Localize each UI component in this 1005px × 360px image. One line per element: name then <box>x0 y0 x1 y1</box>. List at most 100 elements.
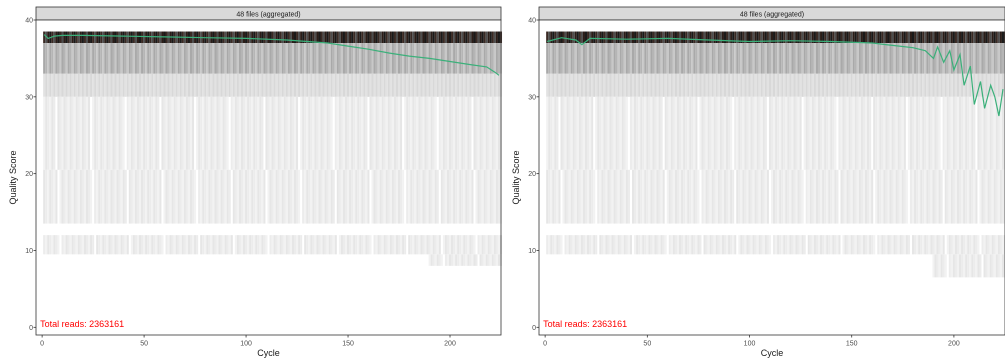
heatmap-cell <box>283 43 286 74</box>
heatmap-cell <box>85 43 89 74</box>
heatmap-cell <box>736 169 739 224</box>
heatmap-cell <box>952 73 955 97</box>
heatmap-cell <box>316 96 319 170</box>
heatmap-cell <box>63 96 66 170</box>
mean-quality-line <box>43 34 500 76</box>
heatmap-cell <box>324 96 327 170</box>
heatmap-cell <box>381 169 384 224</box>
heatmap-cell <box>240 235 244 255</box>
heatmap-cell <box>371 43 374 74</box>
heatmap-cell <box>269 235 272 255</box>
heatmap-cell <box>717 169 720 224</box>
heatmap-cell <box>920 73 923 97</box>
heatmap-cell <box>185 73 188 97</box>
heatmap-cell <box>685 43 688 74</box>
heatmap-cell <box>734 31 737 44</box>
heatmap-cell <box>679 169 682 224</box>
heatmap-cell <box>582 43 585 74</box>
heatmap-cell <box>644 169 647 224</box>
heatmap-cell <box>844 169 847 224</box>
heatmap-cell <box>45 235 48 255</box>
heatmap-cell <box>993 96 996 170</box>
heatmap-cell <box>363 43 366 74</box>
heatmap-cell <box>918 96 921 170</box>
heatmap-cell <box>306 96 309 170</box>
heatmap-cell <box>336 31 339 44</box>
heatmap-cell <box>732 235 735 255</box>
heatmap-cell <box>224 169 227 224</box>
heatmap-cell <box>275 96 278 170</box>
heatmap-cell <box>491 96 494 170</box>
heatmap-cell <box>830 73 833 97</box>
heatmap-cell <box>593 31 596 44</box>
heatmap-cell <box>422 235 425 255</box>
heatmap-cell <box>247 235 250 255</box>
heatmap-cell <box>668 73 671 97</box>
heatmap-cell <box>183 96 186 170</box>
heatmap-cell <box>444 43 447 74</box>
heatmap-cell <box>428 169 431 224</box>
heatmap-cell <box>179 96 182 170</box>
heatmap-cell <box>404 31 407 44</box>
heatmap-cell <box>787 235 790 255</box>
heatmap-cell <box>179 73 182 97</box>
heatmap-cell <box>432 169 435 224</box>
heatmap-cell <box>153 235 156 255</box>
heatmap-cell <box>130 96 133 170</box>
heatmap-cell <box>995 96 998 170</box>
quality-heatmap <box>43 31 503 266</box>
heatmap-cell <box>491 254 494 266</box>
heatmap-cell <box>357 43 360 74</box>
heatmap-cell <box>216 43 219 74</box>
heatmap-cell <box>157 169 160 224</box>
heatmap-cell <box>558 43 561 74</box>
heatmap-cell <box>824 73 827 97</box>
heatmap-cell <box>742 31 745 44</box>
heatmap-cell <box>108 31 111 44</box>
heatmap-cell <box>479 96 482 170</box>
heatmap-cell <box>424 96 427 170</box>
heatmap-cell <box>126 96 129 170</box>
heatmap-cell <box>304 235 307 255</box>
heatmap-cell <box>473 235 476 255</box>
heatmap-cell <box>363 96 366 170</box>
heatmap-cell <box>572 96 575 170</box>
heatmap-cell <box>864 31 868 44</box>
heatmap-cell <box>267 169 270 224</box>
heatmap-cell <box>279 43 282 74</box>
heatmap-cell <box>556 31 559 44</box>
heatmap-cell <box>495 254 498 266</box>
heatmap-cell <box>728 169 731 224</box>
heatmap-cell <box>269 43 272 74</box>
heatmap-cell <box>611 31 614 44</box>
heatmap-cell <box>981 96 984 170</box>
heatmap-cell <box>493 254 496 266</box>
heatmap-cell <box>330 169 333 224</box>
heatmap-cell <box>200 73 203 97</box>
heatmap-cell <box>55 235 58 255</box>
heatmap-cell <box>989 235 992 255</box>
heatmap-cell <box>453 235 456 255</box>
heatmap-cell <box>746 43 749 74</box>
heatmap-cell <box>202 96 205 170</box>
heatmap-cell <box>748 43 751 74</box>
heatmap-cell <box>877 73 880 97</box>
heatmap-cell <box>595 43 598 74</box>
heatmap-cell <box>302 31 305 44</box>
heatmap-cell <box>251 235 254 255</box>
heatmap-cell <box>777 235 780 255</box>
heatmap-cell <box>944 254 947 278</box>
heatmap-cell <box>177 73 180 97</box>
heatmap-cell <box>605 43 608 74</box>
heatmap-cell <box>141 235 144 255</box>
heatmap-cell <box>936 96 939 170</box>
heatmap-cell <box>85 235 89 255</box>
heatmap-cell <box>989 169 992 224</box>
heatmap-cell <box>899 96 902 170</box>
heatmap-cell <box>108 169 111 224</box>
heatmap-cell <box>715 31 718 44</box>
heatmap-cell <box>654 43 657 74</box>
heatmap-cell <box>353 169 356 224</box>
heatmap-cell <box>662 73 665 97</box>
heatmap-cell <box>987 169 990 224</box>
